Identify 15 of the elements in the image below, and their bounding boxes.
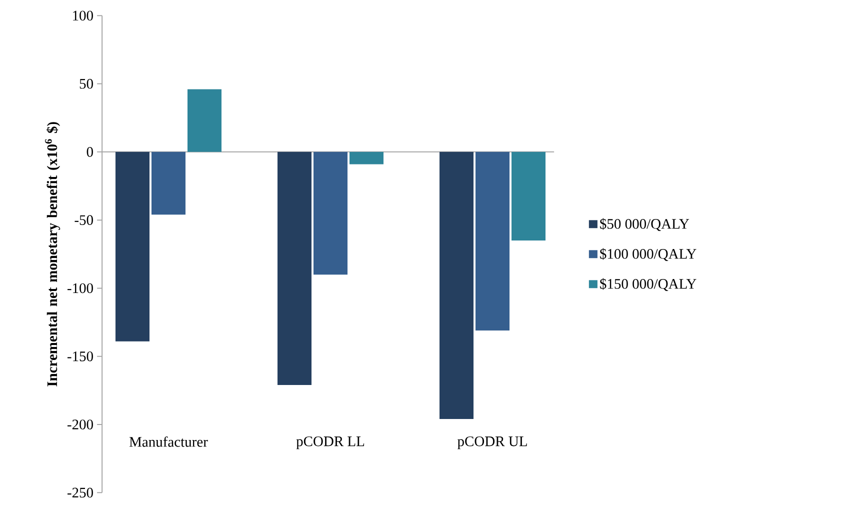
y-tick-label: -150 bbox=[67, 351, 93, 362]
y-tick-label: -250 bbox=[67, 488, 93, 498]
legend-label: $100 000/QALY bbox=[600, 248, 696, 261]
x-tick-label: Manufacturer bbox=[129, 436, 208, 447]
x-tick-label: pCODR UL bbox=[458, 436, 527, 450]
y-tick-label: -50 bbox=[74, 215, 93, 225]
y-tick-label: 0 bbox=[86, 147, 93, 157]
x-tick-label: pCODR LL bbox=[296, 436, 364, 450]
y-tick-label: 50 bbox=[80, 78, 93, 89]
y-axis-title: Incremental net monetary benefit (x10$^{6}$ $) bbox=[45, 122, 60, 386]
legend-label: $50 000/QALY bbox=[600, 218, 690, 231]
y-tick-label: -200 bbox=[67, 420, 93, 430]
y-tick-label: 100 bbox=[73, 10, 93, 21]
y-tick-label: -100 bbox=[67, 283, 93, 294]
legend-label: $150 000/QALY bbox=[600, 278, 696, 291]
